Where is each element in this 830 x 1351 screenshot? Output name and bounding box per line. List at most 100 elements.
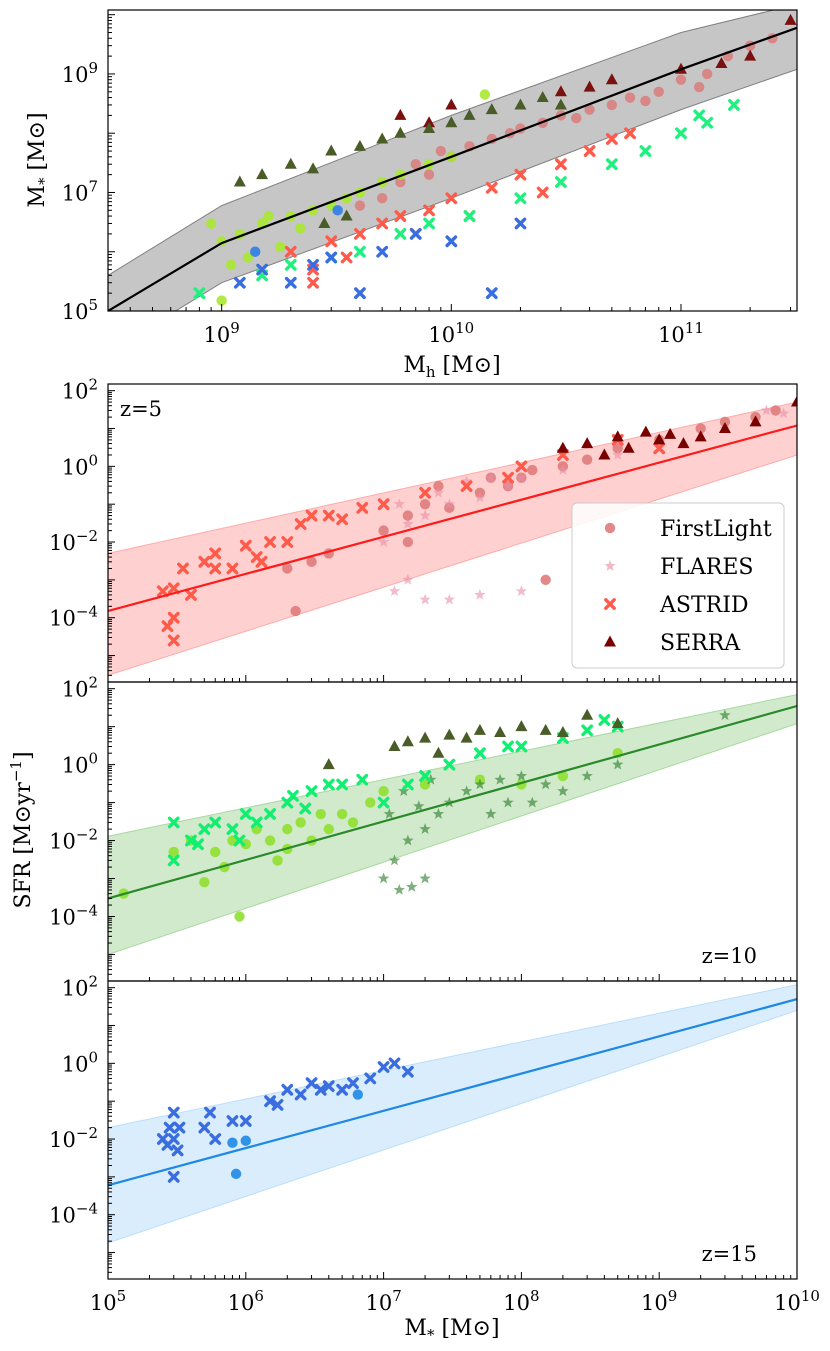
data-point bbox=[605, 133, 618, 145]
data-point bbox=[402, 573, 414, 585]
y-axis-label: M* [M⊙] bbox=[25, 112, 53, 207]
panel-sfr_z15: 105 106 107 108 109 1010 10−4 10−2 100 102 z=15 bbox=[49, 973, 820, 1315]
fit-line bbox=[108, 424, 797, 613]
data-point bbox=[695, 423, 706, 434]
data-point bbox=[502, 471, 514, 484]
data-point bbox=[394, 126, 407, 138]
data-point bbox=[784, 13, 797, 25]
plot-area-sfr_z10 bbox=[108, 694, 797, 956]
data-point bbox=[323, 823, 334, 835]
data-point bbox=[556, 441, 569, 453]
series-astrid-z-15 bbox=[233, 217, 527, 300]
series-flares bbox=[377, 709, 731, 895]
data-point bbox=[611, 430, 624, 442]
y-tick-label: 10−4 bbox=[49, 901, 98, 929]
data-point bbox=[299, 802, 312, 815]
y-tick-label: 100 bbox=[62, 451, 98, 479]
data-point bbox=[514, 192, 527, 205]
data-point bbox=[432, 746, 445, 758]
data-point bbox=[639, 145, 652, 157]
data-point bbox=[209, 1133, 222, 1145]
legend-marker bbox=[604, 522, 616, 534]
data-point bbox=[171, 1144, 184, 1157]
data-point bbox=[377, 498, 390, 511]
data-point bbox=[515, 770, 528, 781]
data-point bbox=[419, 731, 432, 743]
data-point bbox=[226, 562, 239, 575]
data-point bbox=[502, 796, 514, 808]
data-point bbox=[233, 834, 246, 847]
data-point bbox=[210, 846, 221, 858]
y-tick-label: 100 bbox=[62, 750, 98, 778]
data-point bbox=[701, 68, 713, 80]
data-point bbox=[356, 773, 369, 786]
legend-marker bbox=[604, 560, 616, 571]
data-point bbox=[325, 144, 338, 156]
data-point bbox=[719, 709, 731, 721]
data-point bbox=[388, 854, 401, 866]
data-point bbox=[514, 98, 527, 110]
data-point bbox=[536, 91, 549, 103]
data-point bbox=[413, 800, 425, 812]
data-point bbox=[284, 276, 297, 289]
data-point bbox=[581, 454, 593, 465]
data-point bbox=[376, 245, 389, 258]
data-point bbox=[250, 246, 261, 257]
data-point bbox=[167, 854, 180, 867]
data-point bbox=[264, 835, 276, 846]
data-point bbox=[377, 1061, 390, 1073]
y-tick-label: 102 bbox=[62, 973, 98, 1001]
data-point bbox=[423, 169, 435, 180]
data-point bbox=[336, 513, 349, 526]
data-point bbox=[624, 127, 636, 140]
data-point bbox=[284, 245, 297, 258]
data-point bbox=[388, 585, 401, 597]
y-tick-label: 10−2 bbox=[49, 527, 98, 555]
data-point bbox=[295, 222, 306, 234]
data-point bbox=[271, 1098, 284, 1111]
data-point bbox=[230, 1168, 242, 1180]
data-point bbox=[401, 1065, 414, 1078]
panel-sfr_z10: 10−4 10−2 100 102 z=10 bbox=[49, 674, 798, 982]
data-point bbox=[402, 510, 414, 521]
x-tick-label: 1011 bbox=[658, 319, 704, 347]
axes-frame bbox=[107, 980, 798, 1280]
data-point bbox=[443, 593, 456, 605]
data-point bbox=[332, 205, 343, 216]
data-point bbox=[393, 884, 405, 895]
data-point bbox=[410, 159, 421, 170]
data-point bbox=[540, 778, 552, 790]
data-point bbox=[419, 498, 431, 510]
data-point bbox=[640, 95, 651, 107]
data-point bbox=[460, 785, 473, 796]
plot-area-sfr_z5 bbox=[108, 395, 797, 676]
data-point bbox=[173, 1121, 186, 1134]
y-tick-label: 10−2 bbox=[49, 826, 98, 854]
data-point bbox=[376, 217, 389, 230]
data-point bbox=[401, 735, 414, 747]
data-point bbox=[791, 395, 797, 407]
data-point bbox=[419, 872, 431, 884]
data-point bbox=[463, 210, 476, 222]
data-point bbox=[715, 57, 728, 69]
data-point bbox=[744, 49, 757, 61]
data-point bbox=[540, 574, 551, 586]
data-point bbox=[305, 785, 318, 798]
data-point bbox=[693, 81, 705, 93]
data-point bbox=[295, 817, 306, 828]
x-tick-label: 1010 bbox=[774, 1287, 820, 1315]
data-point bbox=[185, 589, 197, 601]
data-point bbox=[347, 1077, 359, 1090]
x-axis-label: M* [M⊙] bbox=[404, 1316, 499, 1344]
data-point bbox=[624, 92, 636, 103]
data-point bbox=[365, 797, 376, 808]
data-point bbox=[433, 480, 444, 492]
data-point bbox=[622, 441, 635, 453]
data-point bbox=[515, 720, 528, 732]
data-point bbox=[378, 785, 389, 797]
data-point bbox=[474, 747, 486, 760]
data-point bbox=[485, 181, 498, 194]
data-point bbox=[226, 823, 239, 836]
data-point bbox=[419, 486, 431, 499]
